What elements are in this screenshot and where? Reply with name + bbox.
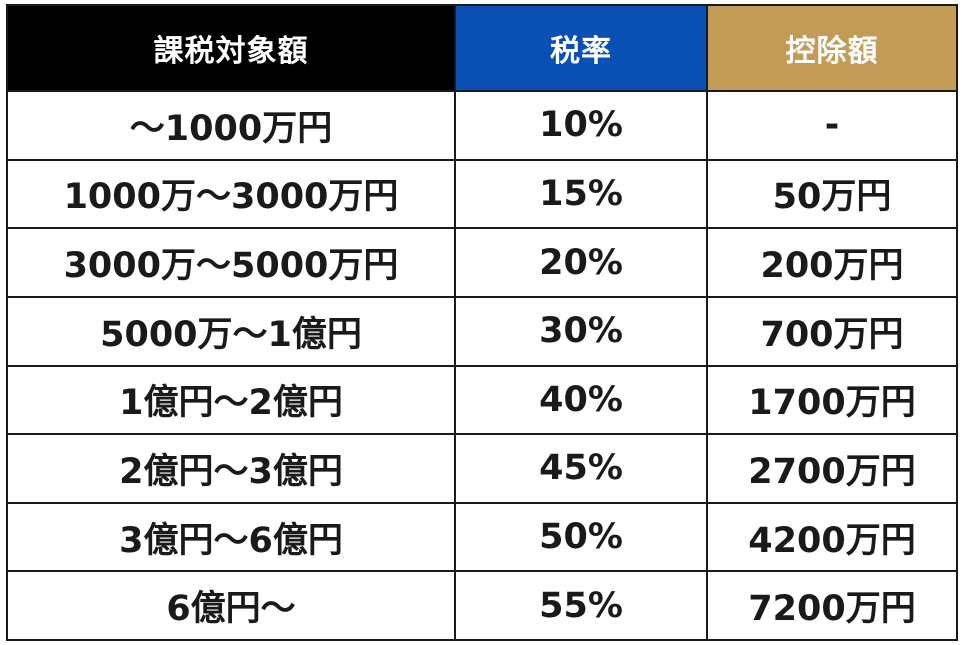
cell-tax-rate: 15% (454, 158, 708, 230)
cell-taxable-amount: 1000万～3000万円 (6, 158, 456, 230)
cell-taxable-amount: 6億円～ (6, 570, 456, 641)
cell-tax-rate: 55% (454, 570, 708, 641)
header-taxable-amount: 課税対象額 (6, 4, 456, 92)
cell-tax-rate: 30% (454, 295, 708, 367)
header-tax-rate: 税率 (454, 4, 708, 92)
cell-tax-rate: 50% (454, 501, 708, 573)
table-body: ～1000万円 10% - 1000万～3000万円 15% 50万円 3000… (6, 90, 958, 641)
cell-deduction: 50万円 (706, 158, 958, 230)
cell-tax-rate: 20% (454, 227, 708, 298)
cell-taxable-amount: 3億円～6億円 (6, 501, 456, 573)
cell-taxable-amount: 2億円～3億円 (6, 433, 456, 504)
table-row: 1000万～3000万円 15% 50万円 (6, 158, 958, 230)
cell-deduction: 7200万円 (706, 570, 958, 641)
cell-tax-rate: 45% (454, 433, 708, 504)
cell-taxable-amount: 5000万～1億円 (6, 295, 456, 367)
table-row: 5000万～1億円 30% 700万円 (6, 295, 958, 367)
cell-tax-rate: 10% (454, 90, 708, 161)
tax-rate-table-container: 課税対象額 税率 控除額 ～1000万円 10% - 1000万～3000万円 … (6, 4, 958, 641)
cell-tax-rate: 40% (454, 364, 708, 436)
table-row: 2億円～3億円 45% 2700万円 (6, 433, 958, 504)
cell-deduction: 2700万円 (706, 433, 958, 504)
cell-taxable-amount: 1億円～2億円 (6, 364, 456, 436)
table-row: 3億円～6億円 50% 4200万円 (6, 501, 958, 573)
tax-rate-table: 課税対象額 税率 控除額 ～1000万円 10% - 1000万～3000万円 … (6, 4, 958, 641)
header-deduction: 控除額 (706, 4, 958, 92)
header-row: 課税対象額 税率 控除額 (6, 4, 958, 92)
cell-taxable-amount: 3000万～5000万円 (6, 227, 456, 298)
cell-deduction: 200万円 (706, 227, 958, 298)
table-row: ～1000万円 10% - (6, 90, 958, 161)
cell-taxable-amount: ～1000万円 (6, 90, 456, 161)
cell-deduction: 700万円 (706, 295, 958, 367)
cell-deduction: 4200万円 (706, 501, 958, 573)
cell-deduction: - (706, 90, 958, 161)
table-row: 6億円～ 55% 7200万円 (6, 570, 958, 641)
table-row: 3000万～5000万円 20% 200万円 (6, 227, 958, 298)
cell-deduction: 1700万円 (706, 364, 958, 436)
table-header: 課税対象額 税率 控除額 (6, 4, 958, 92)
table-row: 1億円～2億円 40% 1700万円 (6, 364, 958, 436)
